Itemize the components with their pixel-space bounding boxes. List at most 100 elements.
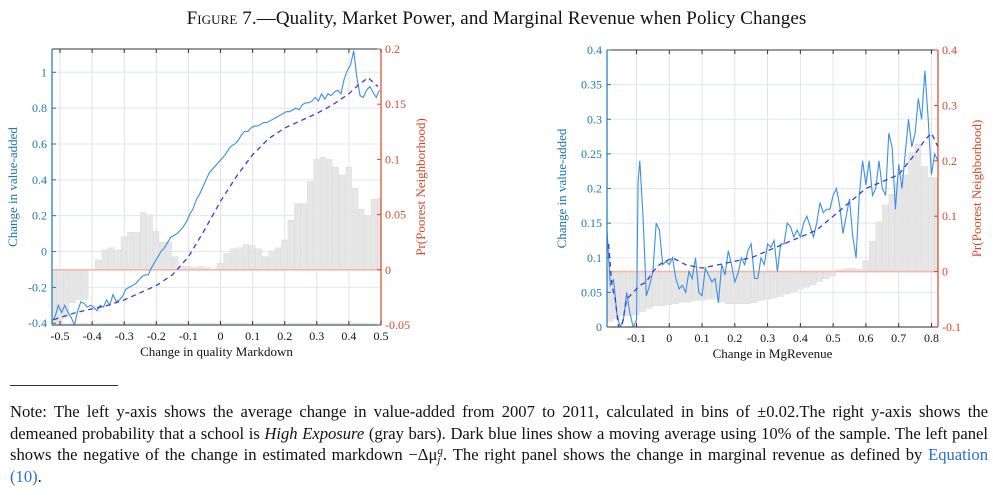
right-y-tick-label: 0 [942, 265, 948, 279]
x-axis-label: Change in MgRevenue [713, 346, 833, 361]
bar [934, 177, 938, 272]
right-y-axis-label: Pr(Poorest Neighborhood) [969, 120, 984, 258]
x-tick-label: 0 [218, 329, 224, 343]
x-tick-label: 0.7 [891, 331, 906, 345]
bar [165, 241, 172, 270]
x-tick-label: 0.3 [309, 329, 324, 343]
bar [665, 271, 673, 306]
note-math-sup: q [437, 445, 443, 458]
left-y-tick-label: 0.2 [32, 209, 47, 223]
bar [770, 271, 778, 299]
left-y-tick-label: 0 [41, 245, 47, 259]
bar [377, 197, 381, 270]
bar [95, 259, 102, 271]
bar [868, 240, 876, 272]
right-y-tick-label: 0.2 [942, 154, 957, 168]
left-y-tick-label: 0.35 [581, 78, 602, 92]
bar [223, 253, 230, 271]
bar [777, 271, 784, 297]
plot-area [52, 49, 381, 325]
bar [790, 271, 797, 292]
bar [358, 208, 365, 271]
left-y-tick-label: 0.6 [32, 137, 47, 151]
x-tick-label: 0.3 [760, 331, 775, 345]
x-tick-label: -0.4 [83, 329, 102, 343]
bar [281, 239, 288, 271]
note-math-sub: j [437, 454, 441, 467]
right-y-axis-label: Pr(Poorest Neighborhood) [413, 118, 428, 256]
bar [737, 271, 745, 304]
figure-label: Figure 7. [186, 8, 257, 29]
left-y-tick-label: 0.3 [587, 112, 602, 126]
bar [901, 174, 909, 272]
figure-title: Figure 7.—Quality, Market Power, and Mar… [0, 8, 993, 30]
right-panel: -0.1 0 0.1 0.2 0.3 0.4 0.5 0.6 0.7 0.8 0 0.05 0.1 0.1… [554, 43, 984, 361]
bar [764, 271, 771, 300]
left-y-tick-label: 0.4 [32, 173, 47, 187]
bar [326, 159, 333, 270]
bar [69, 269, 76, 304]
note-text-2: (gray bars). Dark blue lines show a movi… [10, 423, 988, 465]
bar [255, 248, 262, 271]
right-y-tick-label: 0.1 [942, 209, 957, 223]
figure-title-text: —Quality, Market Power, and Marginal Rev… [256, 8, 807, 29]
bar [306, 181, 314, 270]
bar [332, 166, 339, 271]
bar [242, 244, 249, 271]
x-tick-label: -0.1 [627, 331, 646, 345]
x-tick-label: 0.8 [924, 331, 939, 345]
bar [294, 203, 301, 270]
left-y-tick-label: 0.1 [587, 251, 602, 265]
bar [351, 187, 359, 271]
figure-charts: -0.5 -0.4 -0.3 -0.2 -0.1 0 0.1 0.2 0.3 0.4 0.5 -0.4… [5, 42, 984, 361]
left-y-tick-label: 1 [41, 65, 47, 79]
bar [82, 269, 89, 300]
bar [914, 143, 922, 272]
x-axis-label: Change in quality Markdown [140, 344, 293, 359]
left-y-tick-label: 0.2 [587, 182, 602, 196]
right-y-tick-label: 0.4 [942, 43, 957, 57]
x-tick-label: 0.1 [695, 331, 710, 345]
bar [56, 269, 63, 323]
bar [744, 271, 751, 304]
bar [816, 271, 823, 282]
left-y-axis-label: Change in value-added [5, 127, 20, 247]
bar [313, 159, 320, 270]
note-text-4: . [37, 466, 42, 486]
bar [300, 203, 307, 270]
right-y-tick-label: 0.3 [942, 98, 957, 112]
right-y-tick-label: -0.1 [942, 320, 961, 334]
right-y-tick-label: 0 [385, 263, 391, 277]
moving-average-line [607, 131, 938, 327]
bar [908, 152, 915, 272]
value-added-line [52, 50, 380, 325]
left-y-tick-label: 0 [596, 320, 602, 334]
value-added-line [607, 70, 938, 327]
bar [274, 247, 282, 271]
bar [262, 256, 269, 271]
x-tick-label: -0.1 [179, 329, 198, 343]
right-y-tick-label: 0.1 [385, 152, 400, 166]
bar [882, 204, 889, 272]
x-tick-label: 0.2 [277, 329, 292, 343]
right-y-tick-label: 0.15 [385, 97, 406, 111]
bar [652, 271, 660, 307]
note-text-1: Note: The left y-axis shows the average … [10, 402, 988, 443]
left-y-tick-label: 0.25 [581, 147, 602, 161]
bar [107, 247, 115, 271]
bar [783, 271, 791, 294]
note-italic: High Exposure [264, 423, 365, 443]
x-tick-label: -0.3 [115, 329, 134, 343]
bar [146, 214, 153, 271]
equation-link[interactable]: Equation (10) [10, 445, 988, 486]
bar [823, 271, 830, 280]
x-tick-label: 0.6 [858, 331, 873, 345]
right-y-tick-label: 0.2 [385, 42, 400, 56]
x-tick-label: -0.5 [51, 329, 70, 343]
right-y-tick-label: 0.05 [385, 208, 406, 222]
bar [927, 177, 935, 272]
bar [371, 198, 378, 270]
x-tick-label: 0.4 [341, 329, 356, 343]
bar [236, 247, 243, 271]
bar [127, 232, 134, 271]
